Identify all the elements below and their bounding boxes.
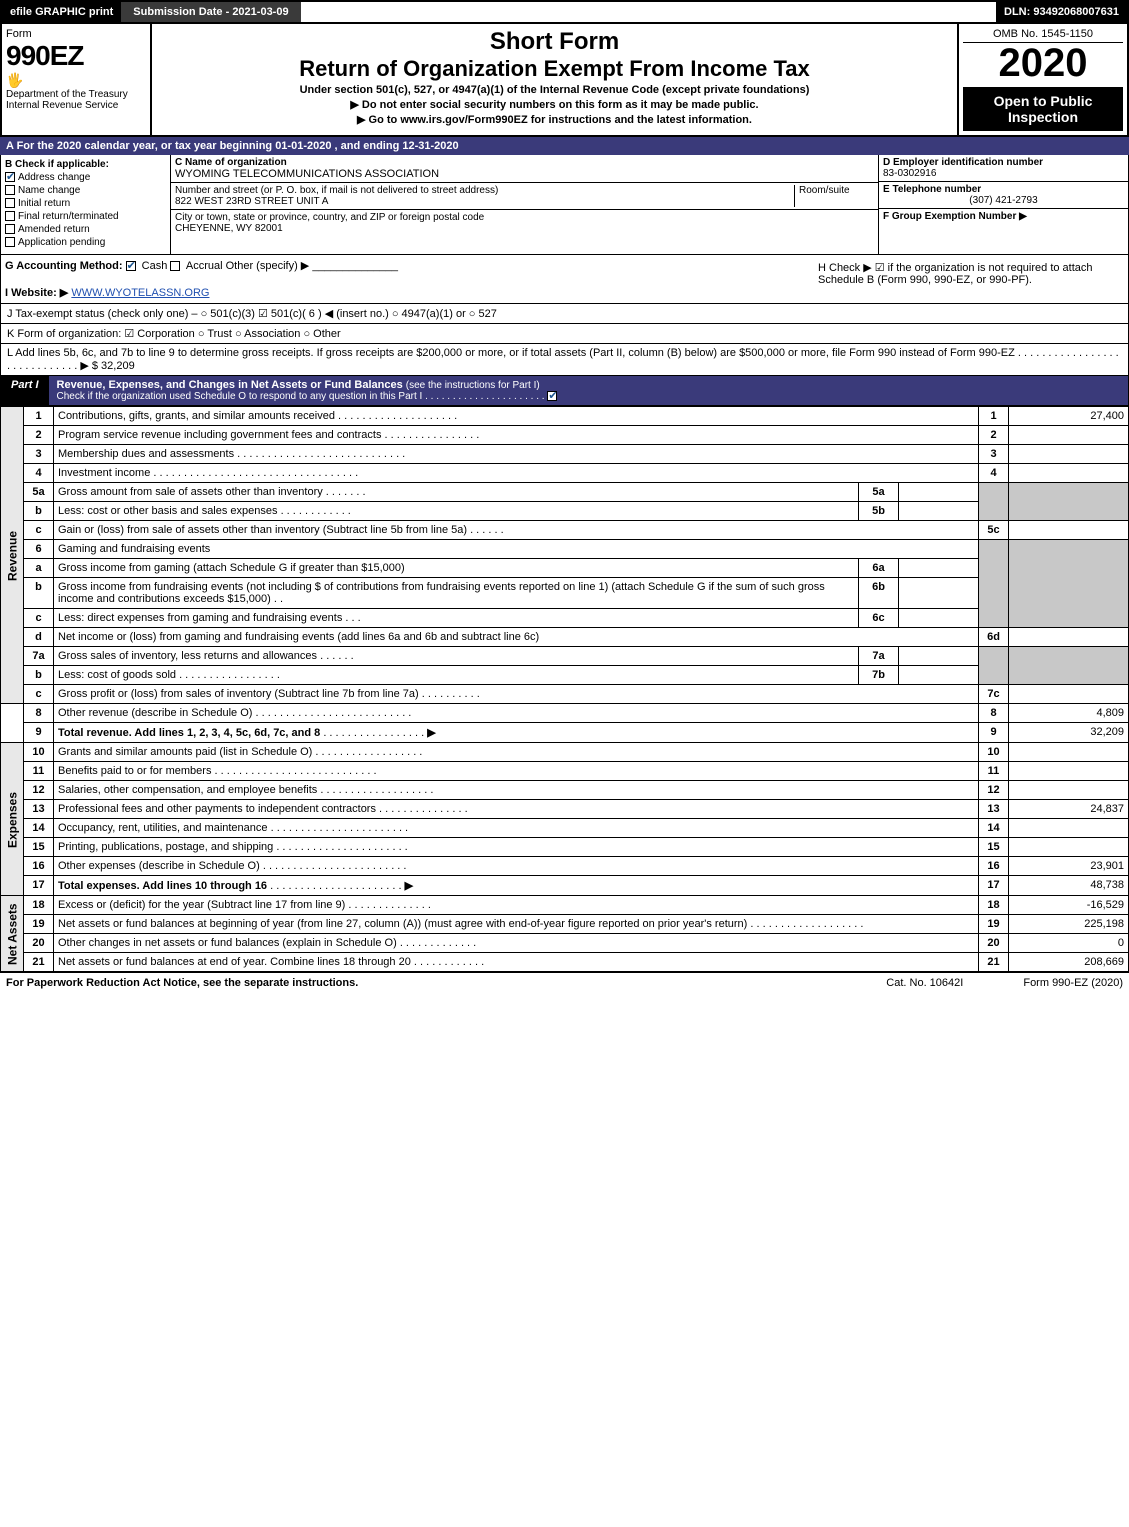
line-6a-value <box>899 559 979 578</box>
line-2-value <box>1009 426 1129 445</box>
part-I-subtitle: (see the instructions for Part I) <box>406 380 540 391</box>
tax-year: 2020 <box>963 43 1123 83</box>
footer-catno: Cat. No. 10642I <box>886 977 963 989</box>
row-G-H: G Accounting Method: Cash Accrual Other … <box>0 255 1129 304</box>
H-text: H Check ▶ ☑ if the organization is not r… <box>818 262 1093 286</box>
line-16-value: 23,901 <box>1009 857 1129 876</box>
line-6d-value <box>1009 628 1129 647</box>
page-footer: For Paperwork Reduction Act Notice, see … <box>0 972 1129 993</box>
line-3-value <box>1009 445 1129 464</box>
efile-label[interactable]: efile GRAPHIC print <box>2 2 121 22</box>
footer-formref: Form 990-EZ (2020) <box>1023 977 1123 989</box>
revenue-sidebar: Revenue <box>1 407 24 704</box>
line-21-value: 208,669 <box>1009 953 1129 972</box>
line-7c-value <box>1009 685 1129 704</box>
E-label: E Telephone number <box>883 184 1124 195</box>
department: Department of the Treasury <box>6 89 146 100</box>
line-11-value <box>1009 762 1129 781</box>
section-B-C-D: B Check if applicable: Address change Na… <box>0 155 1129 255</box>
line-15-value <box>1009 838 1129 857</box>
line-17-value: 48,738 <box>1009 876 1129 896</box>
check-address-change[interactable] <box>5 172 15 182</box>
check-name-change[interactable] <box>5 185 15 195</box>
instructions-link[interactable]: ▶ Go to www.irs.gov/Form990EZ for instru… <box>160 113 949 126</box>
G-label: G Accounting Method: <box>5 260 123 272</box>
part-I-title: Revenue, Expenses, and Changes in Net As… <box>57 379 403 391</box>
line-7b-value <box>899 666 979 685</box>
line-6b-value <box>899 578 979 609</box>
website-link[interactable]: WWW.WYOTELASSN.ORG <box>71 287 209 299</box>
line-5a-value <box>899 483 979 502</box>
I-label: I Website: ▶ <box>5 287 68 299</box>
line-20-value: 0 <box>1009 934 1129 953</box>
dln-label: DLN: 93492068007631 <box>996 2 1127 22</box>
expenses-sidebar: Expenses <box>1 743 24 896</box>
org-name: WYOMING TELECOMMUNICATIONS ASSOCIATION <box>175 168 874 180</box>
C-name-label: C Name of organization <box>175 157 874 168</box>
room-label: Room/suite <box>799 185 874 196</box>
check-final-return[interactable] <box>5 211 15 221</box>
street-label: Number and street (or P. O. box, if mail… <box>175 185 794 196</box>
check-pending[interactable] <box>5 237 15 247</box>
city-value: CHEYENNE, WY 82001 <box>175 223 874 234</box>
check-schedule-o[interactable] <box>547 391 557 401</box>
line-12-value <box>1009 781 1129 800</box>
check-amended[interactable] <box>5 224 15 234</box>
line-18-value: -16,529 <box>1009 896 1129 915</box>
check-initial-return[interactable] <box>5 198 15 208</box>
H-box: H Check ▶ ☑ if the organization is not r… <box>814 259 1124 299</box>
part-I-table: Revenue 1 Contributions, gifts, grants, … <box>0 406 1129 972</box>
form-number: 990EZ <box>6 40 146 72</box>
B-label: B Check if applicable: <box>5 159 166 170</box>
check-cash[interactable] <box>126 261 136 271</box>
line-14-value <box>1009 819 1129 838</box>
footer-left: For Paperwork Reduction Act Notice, see … <box>6 977 358 989</box>
phone-value: (307) 421-2793 <box>883 195 1124 206</box>
part-I-header: Part I Revenue, Expenses, and Changes in… <box>0 376 1129 406</box>
line-6c-value <box>899 609 979 628</box>
short-form-title: Short Form <box>160 28 949 56</box>
line-4-value <box>1009 464 1129 483</box>
form-header: Form 990EZ 🖐 Department of the Treasury … <box>0 24 1129 137</box>
street-value: 822 WEST 23RD STREET UNIT A <box>175 196 794 207</box>
F-label: F Group Exemption Number ▶ <box>883 211 1124 222</box>
netassets-sidebar: Net Assets <box>1 896 24 972</box>
line-1-value: 27,400 <box>1009 407 1129 426</box>
D-label: D Employer identification number <box>883 157 1124 168</box>
submission-date: Submission Date - 2021-03-09 <box>121 2 300 22</box>
schedule-o-check-text: Check if the organization used Schedule … <box>57 391 423 402</box>
line-10-value <box>1009 743 1129 762</box>
line-5b-value <box>899 502 979 521</box>
row-J: J Tax-exempt status (check only one) – ○… <box>0 304 1129 324</box>
open-to-public: Open to Public Inspection <box>963 87 1123 131</box>
ssn-warning: ▶ Do not enter social security numbers o… <box>160 98 949 111</box>
irs-label: Internal Revenue Service <box>6 100 146 111</box>
line-13-value: 24,837 <box>1009 800 1129 819</box>
city-label: City or town, state or province, country… <box>175 212 874 223</box>
form-word: Form <box>6 28 146 40</box>
ein-value: 83-0302916 <box>883 168 1124 179</box>
line-7a-value <box>899 647 979 666</box>
check-accrual[interactable] <box>170 261 180 271</box>
part-I-tab: Part I <box>1 376 49 405</box>
line-5c-value <box>1009 521 1129 540</box>
line-9-value: 32,209 <box>1009 723 1129 743</box>
return-title: Return of Organization Exempt From Incom… <box>160 56 949 82</box>
section-subtitle: Under section 501(c), 527, or 4947(a)(1)… <box>160 84 949 96</box>
row-K: K Form of organization: ☑ Corporation ○ … <box>0 324 1129 344</box>
period-row-A: A For the 2020 calendar year, or tax yea… <box>0 137 1129 155</box>
L-amount: ▶ $ 32,209 <box>80 360 134 372</box>
row-L: L Add lines 5b, 6c, and 7b to line 9 to … <box>0 344 1129 376</box>
line-19-value: 225,198 <box>1009 915 1129 934</box>
line-8-value: 4,809 <box>1009 704 1129 723</box>
top-bar: efile GRAPHIC print Submission Date - 20… <box>0 0 1129 24</box>
